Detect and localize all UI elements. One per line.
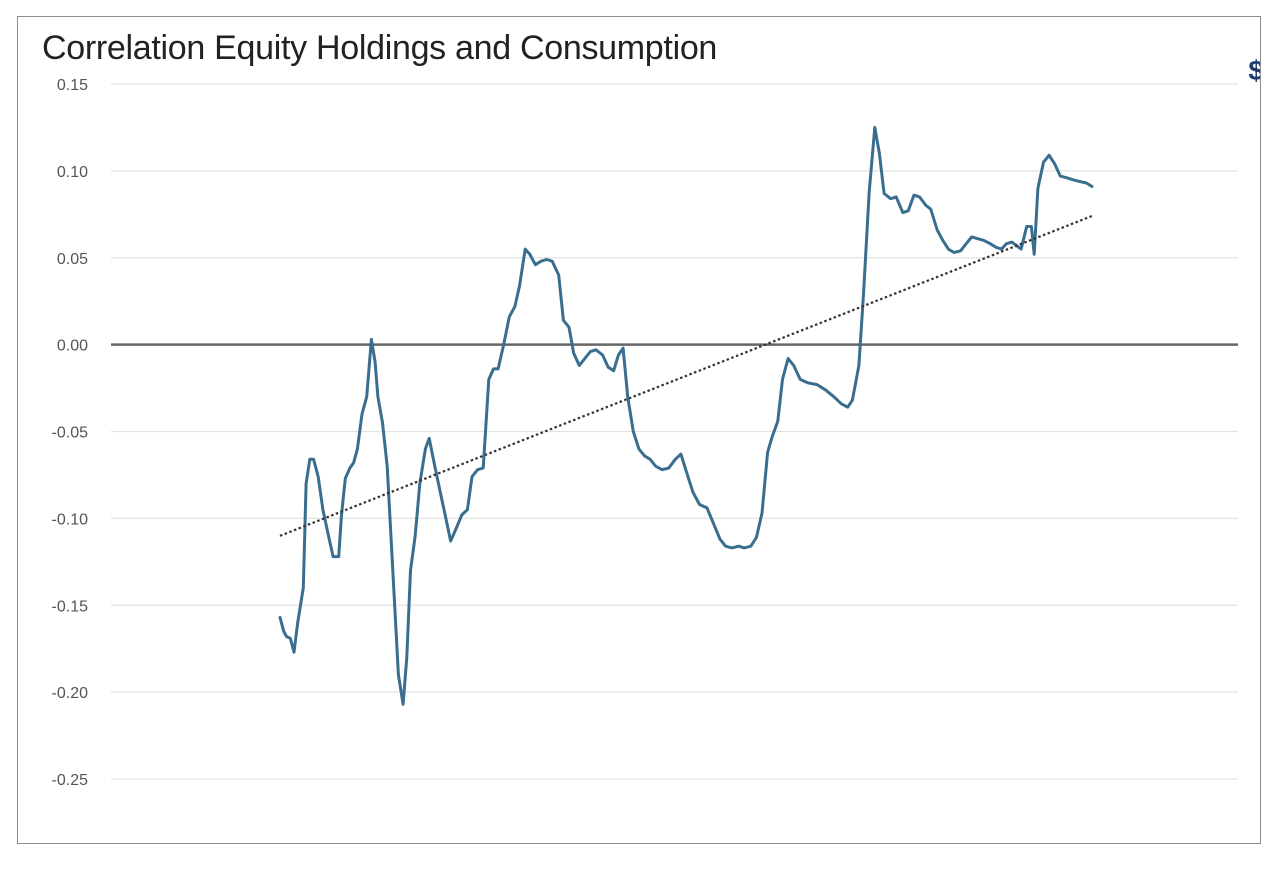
- series-layer: [278, 125, 1094, 706]
- y-tick-label: 0.15: [57, 77, 88, 94]
- cropped-corner-icon: $: [1248, 55, 1260, 87]
- y-tick-label: 0.10: [57, 164, 88, 181]
- y-tick-label: -0.20: [52, 685, 89, 702]
- y-tick-label: 0.00: [57, 338, 88, 355]
- y-axis-tick-labels: 0.15 0.10 0.05 0.00 -0.05 -0.10 -0.15 -0.20 -0.2…: [52, 77, 89, 789]
- chart-title: Correlation Equity Holdings and Consumpt…: [42, 29, 718, 67]
- y-tick-label: -0.25: [52, 772, 89, 789]
- y-tick-label: -0.10: [52, 511, 89, 528]
- chart-svg: 0.15 0.10 0.05 0.00 -0.05 -0.10 -0.15 -0.20 -0.2…: [52, 77, 1238, 789]
- correlation-series-line: [278, 125, 1094, 706]
- grid-lines: [111, 83, 1238, 780]
- trend-line: [279, 214, 1093, 537]
- y-tick-label: 0.05: [57, 251, 88, 268]
- y-tick-label: -0.05: [52, 425, 89, 442]
- y-tick-label: -0.15: [52, 598, 89, 615]
- chart-panel: 0.15 0.10 0.05 0.00 -0.05 -0.10 -0.15 -0.20 -0.2…: [17, 16, 1261, 844]
